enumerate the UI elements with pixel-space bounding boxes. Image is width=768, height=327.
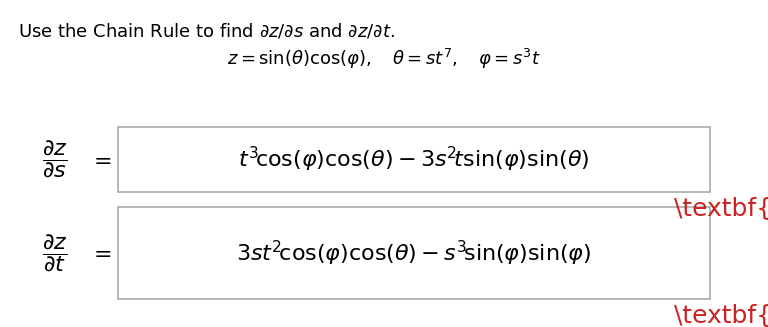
Text: $=$: $=$ bbox=[89, 243, 111, 263]
Text: Use the Chain Rule to find $\partial z/\partial s$ and $\partial z/\partial t$.: Use the Chain Rule to find $\partial z/\… bbox=[18, 22, 395, 41]
FancyBboxPatch shape bbox=[118, 127, 710, 192]
Text: $\dfrac{\partial z}{\partial s}$: $\dfrac{\partial z}{\partial s}$ bbox=[42, 139, 68, 180]
Text: \textbf{x}: \textbf{x} bbox=[674, 304, 768, 327]
Text: $\dfrac{\partial z}{\partial t}$: $\dfrac{\partial z}{\partial t}$ bbox=[42, 232, 68, 274]
Text: $=$: $=$ bbox=[89, 149, 111, 169]
Text: $z = \sin(\theta) \cos(\varphi), \quad \theta = st^7, \quad \varphi = s^3t$: $z = \sin(\theta) \cos(\varphi), \quad \… bbox=[227, 47, 541, 71]
Text: $t^3\!\cos(\varphi)\cos(\theta) - 3s^2\!t\sin(\varphi)\sin(\theta)$: $t^3\!\cos(\varphi)\cos(\theta) - 3s^2\!… bbox=[238, 145, 590, 174]
Text: $3st^2\!\cos(\varphi)\cos(\theta) - s^3\!\sin(\varphi)\sin(\varphi)$: $3st^2\!\cos(\varphi)\cos(\theta) - s^3\… bbox=[237, 238, 591, 267]
Text: \textbf{x}: \textbf{x} bbox=[674, 197, 768, 221]
FancyBboxPatch shape bbox=[118, 207, 710, 299]
